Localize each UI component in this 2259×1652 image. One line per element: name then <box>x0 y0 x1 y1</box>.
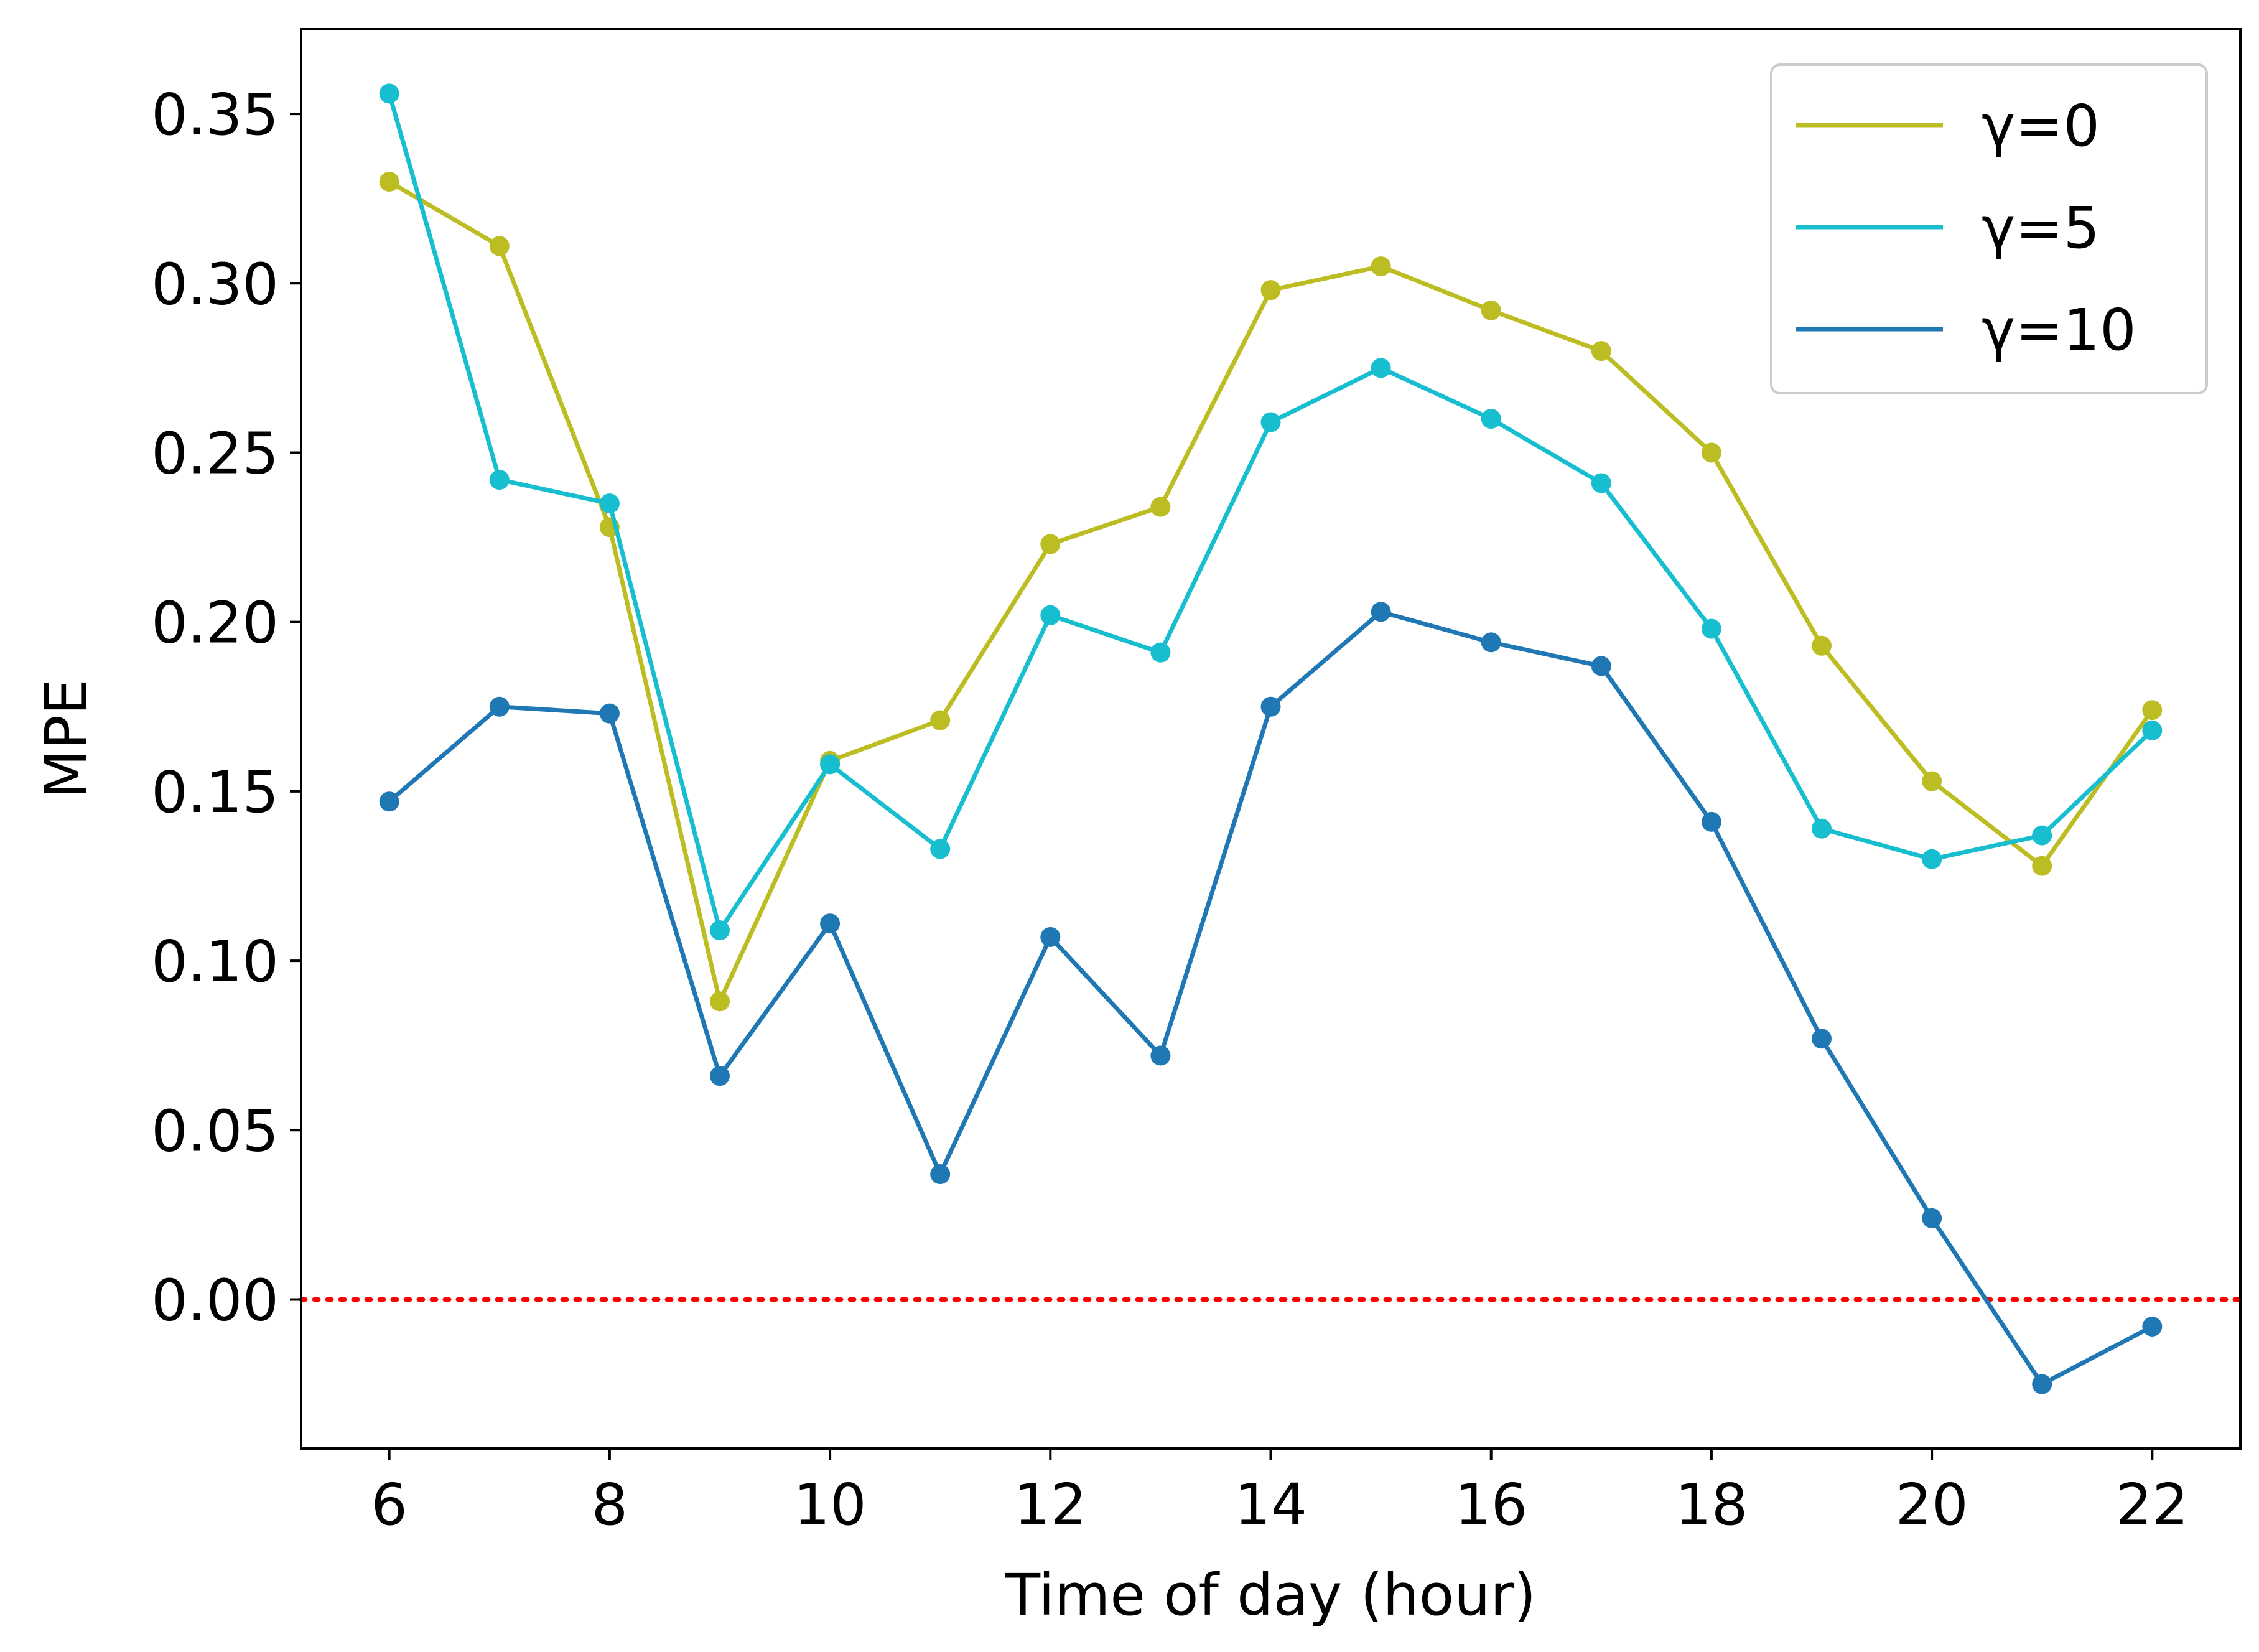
data-point-2-5 <box>930 1164 951 1185</box>
data-point-0-13 <box>1812 635 1832 656</box>
y-tick-label: 0.30 <box>151 251 279 317</box>
y-tick-label: 0.15 <box>151 759 279 826</box>
data-point-2-13 <box>1812 1029 1832 1049</box>
data-point-0-7 <box>1150 497 1171 517</box>
data-point-1-1 <box>489 470 510 490</box>
data-point-0-9 <box>1371 256 1391 277</box>
data-point-2-7 <box>1150 1045 1171 1066</box>
data-point-2-15 <box>2032 1374 2052 1394</box>
data-point-0-6 <box>1040 534 1061 554</box>
x-tick-label: 10 <box>794 1472 867 1538</box>
legend-label-1: γ=5 <box>1982 195 2100 261</box>
data-point-1-14 <box>1922 849 1942 869</box>
data-point-2-2 <box>599 703 620 724</box>
data-point-0-15 <box>2032 856 2052 876</box>
legend-label-0: γ=0 <box>1982 93 2100 159</box>
y-tick-label: 0.00 <box>151 1267 279 1333</box>
data-point-2-8 <box>1260 696 1281 717</box>
data-point-1-2 <box>599 493 620 514</box>
x-axis-label: Time of day (hour) <box>1005 1562 1536 1628</box>
legend-label-2: γ=10 <box>1982 297 2136 363</box>
data-point-0-8 <box>1260 280 1281 301</box>
data-point-1-12 <box>1701 618 1721 639</box>
x-tick-label: 20 <box>1896 1472 1968 1538</box>
x-tick-label: 8 <box>592 1472 628 1538</box>
data-point-0-14 <box>1922 771 1942 791</box>
data-point-0-12 <box>1701 442 1721 463</box>
x-tick-label: 14 <box>1234 1472 1307 1538</box>
x-tick-label: 12 <box>1014 1472 1087 1538</box>
data-point-2-11 <box>1591 656 1611 676</box>
y-tick-label: 0.25 <box>151 420 279 487</box>
y-axis-label: MPE <box>33 679 100 799</box>
data-point-0-3 <box>709 991 730 1012</box>
data-point-1-10 <box>1481 409 1501 429</box>
data-point-2-3 <box>709 1066 730 1086</box>
data-point-0-0 <box>379 171 399 192</box>
data-point-2-4 <box>820 913 841 934</box>
data-point-2-12 <box>1701 811 1721 832</box>
data-point-2-10 <box>1481 632 1501 653</box>
data-point-0-10 <box>1481 300 1501 320</box>
data-point-1-0 <box>379 83 399 104</box>
legend: γ=0 γ=5 γ=10 <box>1770 63 2208 394</box>
y-tick-label: 0.20 <box>151 590 279 656</box>
data-point-1-8 <box>1260 412 1281 432</box>
data-point-0-1 <box>489 236 510 256</box>
data-point-2-6 <box>1040 926 1061 947</box>
data-point-2-16 <box>2142 1317 2163 1337</box>
y-tick-label: 0.05 <box>151 1098 279 1164</box>
data-point-1-15 <box>2032 825 2052 846</box>
data-point-1-6 <box>1040 605 1061 625</box>
y-tick-label: 0.10 <box>151 928 279 995</box>
data-point-2-9 <box>1371 602 1391 622</box>
data-point-1-7 <box>1150 642 1171 663</box>
legend-box <box>1770 63 2208 394</box>
data-point-2-14 <box>1922 1208 1942 1228</box>
data-point-1-16 <box>2142 720 2163 740</box>
plot-area <box>299 83 2243 1394</box>
data-point-1-5 <box>930 839 951 859</box>
x-tick-label: 22 <box>2116 1472 2189 1538</box>
data-point-1-9 <box>1371 358 1391 378</box>
data-point-1-13 <box>1812 818 1832 839</box>
y-tick-label: 0.35 <box>151 82 279 148</box>
data-point-0-5 <box>930 710 951 730</box>
data-point-0-11 <box>1591 341 1611 362</box>
data-point-1-3 <box>709 920 730 941</box>
axes: 6 8 10 12 14 16 18 20 22 0.00 0.05 0.10 0.15 0.20 0.25… <box>151 28 2242 1538</box>
data-point-2-0 <box>379 791 399 812</box>
data-point-0-16 <box>2142 700 2163 721</box>
data-point-2-1 <box>489 696 510 717</box>
x-tick-label: 6 <box>371 1472 408 1538</box>
x-tick-label: 16 <box>1455 1472 1527 1538</box>
data-point-1-11 <box>1591 473 1611 493</box>
data-point-1-4 <box>820 754 841 775</box>
x-tick-label: 18 <box>1675 1472 1748 1538</box>
